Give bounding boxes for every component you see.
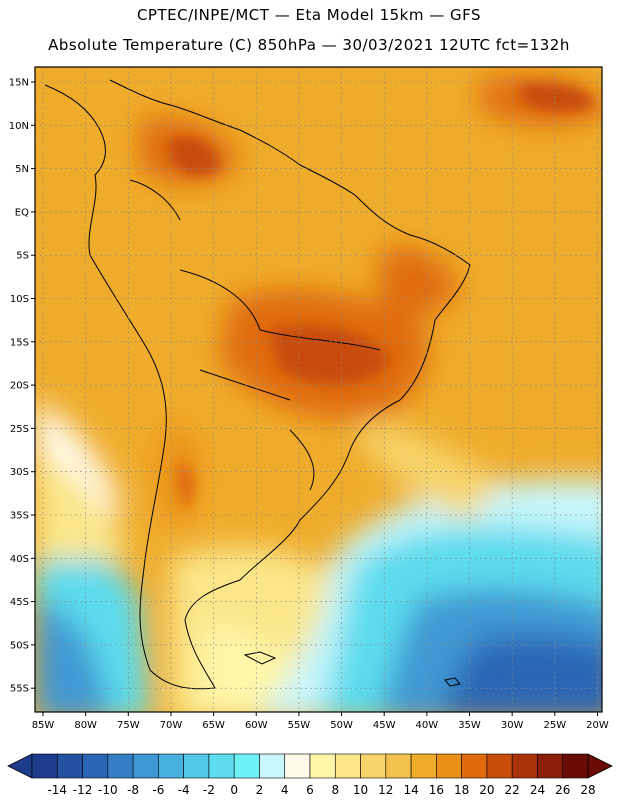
colorbar-swatch [208,753,235,779]
lat-label: 25S [10,424,29,435]
colorbar-swatch [486,753,513,779]
lat-label: 15N [9,78,29,89]
colorbar-swatch [360,753,387,779]
colorbar-swatch [132,753,159,779]
lat-label: 10N [9,121,29,132]
colorbar-label: -6 [152,783,164,797]
colorbar-label: 20 [479,783,494,797]
colorbar-swatch [309,753,336,779]
lat-label: 50S [10,640,29,651]
colorbar-swatch [233,753,260,779]
colorbar-swatch [537,753,564,779]
colorbar-label: 10 [353,783,368,797]
colorbar-label: -4 [178,783,190,797]
lon-label: 45W [373,720,396,731]
colorbar-swatch [334,753,361,779]
lon-label: 25W [543,720,566,731]
lat-label: EQ [15,207,29,218]
title-line-2: Absolute Temperature (C) 850hPa — 30/03/… [48,36,570,54]
colorbar-label: 16 [429,783,444,797]
colorbar-swatch [562,753,589,779]
colorbar-swatch [31,753,58,779]
colorbar-label: 4 [281,783,289,797]
lat-label: 5N [15,164,29,175]
temperature-field [35,67,602,712]
lon-label: 30W [501,720,524,731]
colorbar-label: 24 [530,783,545,797]
colorbar-swatch [385,753,412,779]
lon-label: 60W [245,720,268,731]
lat-label: 35S [10,511,29,522]
colorbar-label: 12 [378,783,393,797]
lon-label: 75W [117,720,140,731]
colorbar-arrow-left [7,753,33,779]
colorbar-label: 2 [256,783,264,797]
colorbar-swatch [259,753,286,779]
lat-label: 30S [10,467,29,478]
lon-label: 65W [202,720,225,731]
colorbar-swatch [158,753,184,779]
colorbar-label: 14 [403,783,418,797]
lon-label: 55W [288,720,311,731]
lat-label: 10S [10,294,29,305]
colorbar-swatch [56,753,83,779]
colorbar: -14 -12 -10 -8 -6 -4 -2 0 2 4 6 8 10 12 14 16 18 20 22 24 26… [7,753,613,797]
lat-label: 20S [10,381,29,392]
colorbar-label: -8 [127,783,139,797]
colorbar-swatch [410,753,437,779]
colorbar-label: -12 [73,783,93,797]
colorbar-swatch [82,753,109,779]
lat-label: 15S [10,337,29,348]
colorbar-swatch [436,753,462,779]
lon-label: 35W [458,720,481,731]
colorbar-label: 26 [555,783,570,797]
coastlines [44,79,471,690]
lat-label: 55S [10,684,29,695]
title-line-1: CPTEC/INPE/MCT — Eta Model 15km — GFS [136,6,482,24]
colorbar-swatch [461,753,488,779]
lat-label: 5S [16,251,29,262]
lat-label: 40S [10,554,29,565]
colorbar-label: 6 [306,783,314,797]
colorbar-label: -14 [47,783,67,797]
colorbar-swatch [183,753,210,779]
map-frame [34,66,603,713]
lon-label: 70W [160,720,183,731]
colorbar-label: 8 [331,783,339,797]
colorbar-swatch [511,753,538,779]
colorbar-label: 28 [580,783,595,797]
lat-label: 45S [10,597,29,608]
colorbar-label: -10 [98,783,118,797]
colorbar-arrow-right [587,753,613,779]
colorbar-label: 22 [505,783,520,797]
colorbar-label: 0 [230,783,238,797]
lon-label: 40W [416,720,439,731]
lon-label: 80W [74,720,97,731]
lon-label: 85W [32,720,55,731]
colorbar-label: 18 [454,783,469,797]
lon-label: 20W [586,720,609,731]
colorbar-swatch [107,753,134,779]
colorbar-swatch [284,753,311,779]
colorbar-label: -2 [203,783,215,797]
lon-label: 50W [330,720,353,731]
